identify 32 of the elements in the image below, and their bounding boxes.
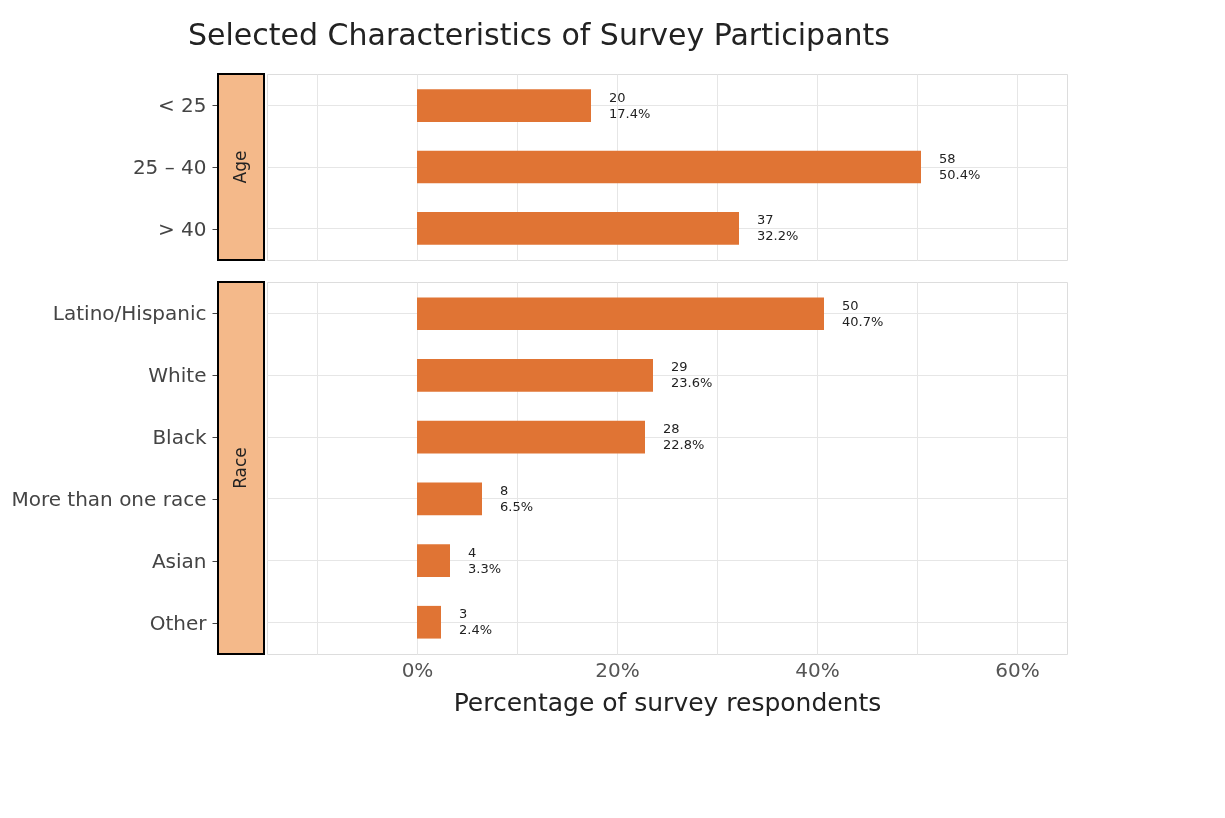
data-label: 50 40.7% xyxy=(842,297,884,329)
data-label: 29 23.6% xyxy=(671,359,713,391)
data-label: 20 17.4% xyxy=(609,89,651,121)
data-label: 37 32.2% xyxy=(757,212,799,244)
data-label: 28 22.8% xyxy=(663,421,705,453)
chart-title: Selected Characteristics of Survey Participants xyxy=(187,16,890,52)
y-axis-title: Age xyxy=(230,150,250,184)
bar xyxy=(417,420,645,454)
y-tick-label: White xyxy=(148,362,207,387)
x-tick-label: 60% xyxy=(995,657,1040,682)
data-label: 8 6.5% xyxy=(500,482,534,514)
y-axis-title: Race xyxy=(230,447,250,489)
x-axis-title: Percentage of survey respondents xyxy=(453,687,882,717)
bar xyxy=(417,544,450,577)
y-tick-label: Asian xyxy=(151,548,207,573)
data-label: 3 2.4% xyxy=(459,606,493,638)
bar xyxy=(417,359,653,392)
data-label: 4 3.3% xyxy=(468,544,502,576)
y-tick-label: Other xyxy=(149,610,208,635)
bar xyxy=(417,297,824,331)
bar xyxy=(417,482,482,516)
y-tick-label: < 25 xyxy=(157,92,207,117)
y-tick-label: Latino/Hispanic xyxy=(52,300,207,325)
x-tick-label: 20% xyxy=(595,657,640,682)
data-label: 58 50.4% xyxy=(939,151,981,182)
y-tick-label: Black xyxy=(152,424,207,449)
y-tick-label: > 40 xyxy=(157,216,207,241)
y-tick-label: 25 – 40 xyxy=(132,154,207,179)
bar xyxy=(417,605,441,639)
x-tick-label: 40% xyxy=(795,657,840,682)
x-tick-label: 0% xyxy=(401,657,434,682)
y-tick-label: More than one race xyxy=(11,486,207,511)
